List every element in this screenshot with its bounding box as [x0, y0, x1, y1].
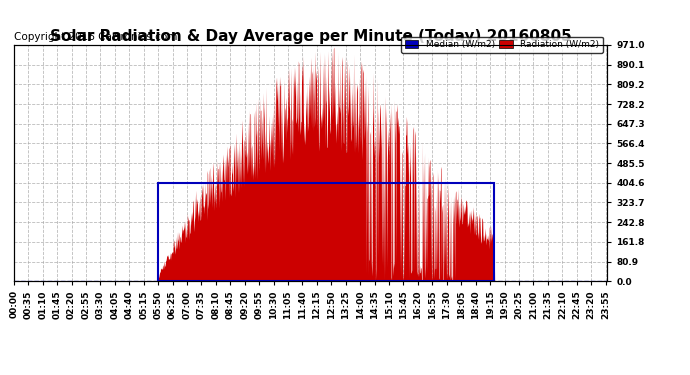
Bar — [158, 183, 494, 281]
Legend: Median (W/m2), Radiation (W/m2): Median (W/m2), Radiation (W/m2) — [402, 36, 602, 53]
Text: Copyright 2016 Cartronics.com: Copyright 2016 Cartronics.com — [14, 32, 177, 42]
Title: Solar Radiation & Day Average per Minute (Today) 20160805: Solar Radiation & Day Average per Minute… — [50, 29, 571, 44]
